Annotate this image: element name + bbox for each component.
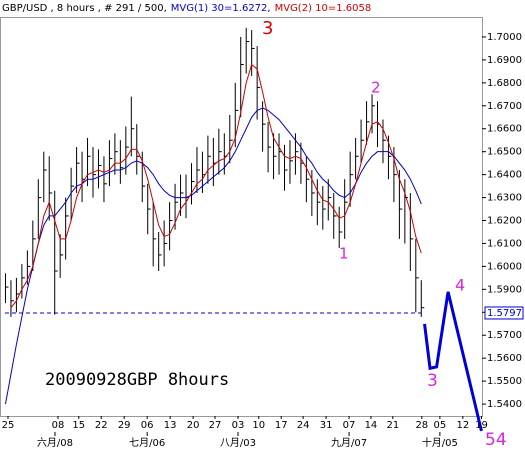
x-tick-label: 27 bbox=[209, 420, 222, 431]
month-label: 六月/08 bbox=[37, 437, 73, 449]
annotation: 2 bbox=[371, 79, 381, 97]
y-tick-label: 1.6700 bbox=[487, 101, 522, 112]
x-tick-label: 24 bbox=[297, 420, 310, 431]
y-tick-label: 1.5500 bbox=[487, 376, 522, 387]
x-tick-label: 31 bbox=[320, 420, 333, 431]
y-tick-label: 1.5600 bbox=[487, 353, 522, 364]
y-tick-label: 1.5400 bbox=[487, 399, 522, 410]
y-tick-label: 1.5900 bbox=[487, 284, 522, 295]
annotation: 3 bbox=[427, 371, 438, 391]
x-tick-label: 25 bbox=[2, 420, 15, 431]
x-tick-label: 06 bbox=[141, 420, 154, 431]
plot-frame bbox=[0, 17, 483, 417]
y-tick-label: 1.6200 bbox=[487, 216, 522, 227]
month-label: 十月/05 bbox=[422, 436, 458, 449]
annotation: 20090928GBP 8hours bbox=[45, 370, 229, 390]
y-tick-label: 1.6800 bbox=[487, 78, 522, 89]
y-tick-label: 1.6600 bbox=[487, 124, 522, 135]
x-tick-label: 29 bbox=[118, 420, 131, 431]
reference-box bbox=[484, 306, 524, 320]
reference-label: 1.5797 bbox=[487, 308, 522, 319]
annotation: 54 bbox=[485, 430, 507, 450]
x-tick-label: 05 bbox=[434, 420, 447, 431]
title-part: MVG(2) 10=1.6058 bbox=[275, 3, 372, 14]
month-label: 八月/03 bbox=[220, 437, 256, 449]
annotation: 1 bbox=[339, 245, 349, 263]
x-tick-label: 07 bbox=[343, 420, 356, 431]
x-tick-label: 15 bbox=[72, 420, 85, 431]
x-tick-label: 12 bbox=[456, 420, 469, 431]
x-tick-label: 08 bbox=[52, 420, 65, 431]
y-tick-label: 1.6900 bbox=[487, 55, 522, 66]
x-tick-label: 03 bbox=[232, 420, 245, 431]
x-tick-label: 22 bbox=[95, 420, 108, 431]
month-label: 九月/07 bbox=[331, 437, 367, 449]
x-tick-label: 13 bbox=[164, 420, 177, 431]
annotation: 4 bbox=[455, 276, 465, 295]
y-tick-label: 1.6500 bbox=[487, 147, 522, 158]
title-part: MVG(1) 30=1.6272, bbox=[171, 3, 271, 14]
moving-average bbox=[10, 63, 422, 309]
x-tick-label: 17 bbox=[275, 420, 288, 431]
y-tick-label: 1.7000 bbox=[487, 32, 522, 43]
moving-average bbox=[4, 107, 422, 405]
chart-title: GBP/USD , 8 hours , # 291 / 500, MVG(1) 3… bbox=[2, 3, 371, 14]
x-tick-label: 20 bbox=[187, 420, 200, 431]
projection-line bbox=[423, 291, 483, 432]
x-tick-label: 21 bbox=[386, 420, 399, 431]
x-tick-label: 28 bbox=[415, 420, 428, 431]
title-part: GBP/USD , 8 hours , # 291 / 500, bbox=[2, 3, 167, 14]
annotation: 3 bbox=[262, 18, 273, 39]
x-tick-label: 10 bbox=[252, 420, 265, 431]
x-tick-label: 14 bbox=[365, 420, 378, 431]
y-tick-label: 1.5700 bbox=[487, 330, 522, 341]
y-tick-label: 1.6400 bbox=[487, 170, 522, 181]
y-tick-label: 1.6300 bbox=[487, 193, 522, 204]
month-label: 七月/06 bbox=[129, 437, 165, 449]
y-tick-label: 1.6100 bbox=[487, 238, 522, 249]
y-tick-label: 1.6000 bbox=[487, 261, 522, 272]
